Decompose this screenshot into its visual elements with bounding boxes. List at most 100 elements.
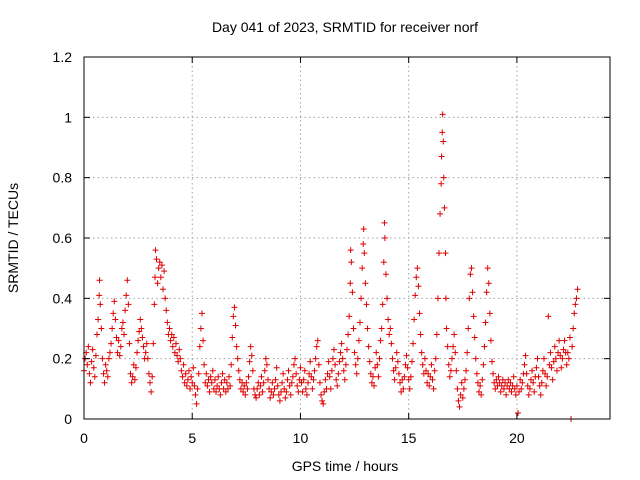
- data-point: [557, 352, 564, 359]
- data-point: [403, 352, 410, 359]
- data-point: [337, 349, 344, 356]
- data-point: [529, 367, 536, 374]
- data-point: [379, 301, 386, 308]
- data-point: [187, 385, 194, 392]
- data-point: [548, 364, 555, 371]
- data-point: [189, 379, 196, 386]
- data-point: [423, 367, 430, 374]
- data-point: [118, 325, 125, 332]
- data-point: [137, 316, 144, 323]
- data-point: [105, 355, 112, 362]
- data-point: [164, 319, 171, 326]
- data-point: [292, 355, 299, 362]
- data-point: [115, 337, 122, 344]
- data-point: [411, 316, 418, 323]
- data-point: [167, 337, 174, 344]
- data-point: [499, 376, 506, 383]
- data-point: [497, 388, 504, 395]
- data-point: [269, 379, 276, 386]
- data-point: [200, 337, 207, 344]
- data-point: [347, 280, 354, 287]
- data-point: [366, 358, 373, 365]
- data-point: [542, 370, 549, 377]
- data-point: [522, 352, 529, 359]
- data-point: [540, 355, 547, 362]
- data-point: [405, 376, 412, 383]
- data-point: [289, 373, 296, 380]
- data-point: [524, 382, 531, 389]
- data-point: [275, 391, 282, 398]
- data-point: [117, 343, 124, 350]
- data-point: [136, 328, 143, 335]
- data-point: [384, 295, 391, 302]
- data-point: [134, 349, 141, 356]
- data-point: [284, 376, 291, 383]
- data-point: [302, 385, 309, 392]
- y-tick-label: 1.2: [53, 49, 73, 65]
- data-point: [531, 388, 538, 395]
- data-point: [184, 376, 191, 383]
- data-point: [263, 361, 270, 368]
- data-point: [496, 379, 503, 386]
- data-point: [334, 382, 341, 389]
- data-point: [399, 376, 406, 383]
- data-point: [202, 379, 209, 386]
- data-point: [388, 340, 395, 347]
- data-point: [247, 343, 254, 350]
- data-point: [313, 343, 320, 350]
- data-point: [303, 391, 310, 398]
- data-point: [240, 388, 247, 395]
- data-point: [389, 355, 396, 362]
- data-point: [490, 370, 497, 377]
- data-point: [86, 370, 93, 377]
- data-point: [427, 373, 434, 380]
- data-point: [558, 364, 565, 371]
- data-point: [235, 367, 242, 374]
- data-point: [197, 325, 204, 332]
- data-point: [264, 376, 271, 383]
- data-point: [232, 322, 239, 329]
- data-point: [461, 376, 468, 383]
- data-point: [356, 319, 363, 326]
- data-point: [414, 265, 421, 272]
- data-point: [182, 370, 189, 377]
- data-point: [227, 382, 234, 389]
- data-point: [458, 379, 465, 386]
- data-point: [359, 265, 366, 272]
- data-point: [214, 382, 221, 389]
- data-point: [290, 361, 297, 368]
- data-point: [395, 370, 402, 377]
- data-point: [344, 346, 350, 353]
- data-point: [537, 391, 544, 398]
- data-point: [443, 325, 450, 332]
- data-point: [217, 391, 224, 398]
- data-point: [519, 379, 526, 386]
- data-point: [358, 295, 365, 302]
- y-tick-labels: 0 0.2 0.4 0.6 0.8 1 1.2: [53, 49, 73, 427]
- data-point: [270, 391, 277, 398]
- data-point: [128, 379, 135, 386]
- data-point: [108, 340, 115, 347]
- data-point: [113, 334, 120, 341]
- data-point: [153, 256, 160, 263]
- data-point: [444, 343, 451, 350]
- data-point: [484, 265, 491, 272]
- data-point: [412, 292, 419, 299]
- data-point: [177, 355, 184, 362]
- data-point: [96, 277, 103, 284]
- data-point: [450, 343, 457, 350]
- data-point: [87, 379, 94, 386]
- data-point: [151, 301, 158, 308]
- data-point: [505, 376, 512, 383]
- data-point: [397, 379, 404, 386]
- data-point: [308, 373, 315, 380]
- data-point: [218, 379, 225, 386]
- data-point: [546, 361, 553, 368]
- data-point: [294, 382, 301, 389]
- data-point: [451, 331, 458, 338]
- data-point: [179, 373, 186, 380]
- data-point: [560, 346, 567, 353]
- data-point: [481, 343, 488, 350]
- data-point: [439, 129, 446, 136]
- data-point: [573, 295, 580, 302]
